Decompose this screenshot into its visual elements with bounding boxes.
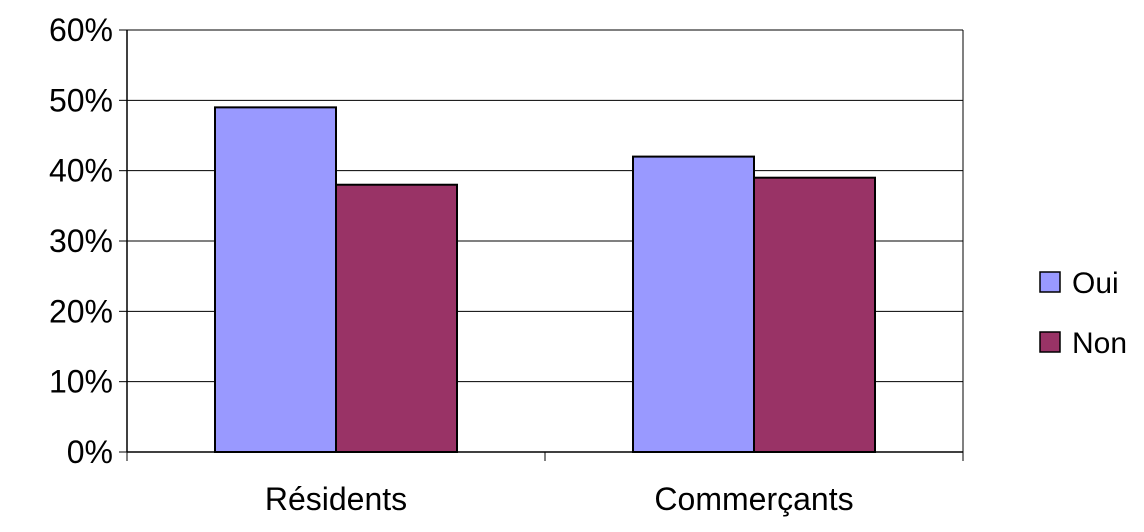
y-tick-label: 60% (49, 12, 113, 48)
legend-swatch-non (1039, 331, 1061, 353)
y-tick-label: 30% (49, 223, 113, 259)
legend: Oui Non (1039, 267, 1127, 360)
bar-non-2 (753, 176, 876, 453)
y-tick-label: 20% (49, 293, 113, 329)
bars (214, 106, 876, 453)
bar-oui-1 (214, 106, 337, 453)
legend-swatch-oui (1039, 271, 1061, 293)
y-tick-label: 50% (49, 82, 113, 118)
y-tick-label: 10% (49, 364, 113, 400)
x-category-label: Résidents (265, 481, 407, 517)
bar-oui-2 (632, 155, 755, 453)
y-tick-labels: 0% 10% 20% 30% 40% 50% 60% (49, 12, 113, 470)
x-category-labels: Résidents Commerçants (265, 481, 854, 517)
legend-label-non: Non (1072, 327, 1127, 360)
y-tick-label: 0% (67, 434, 113, 470)
y-tick-label: 40% (49, 153, 113, 189)
x-category-label: Commerçants (654, 481, 853, 517)
bar-non-1 (335, 183, 458, 453)
axes (119, 29, 964, 461)
legend-label-oui: Oui (1072, 267, 1119, 300)
